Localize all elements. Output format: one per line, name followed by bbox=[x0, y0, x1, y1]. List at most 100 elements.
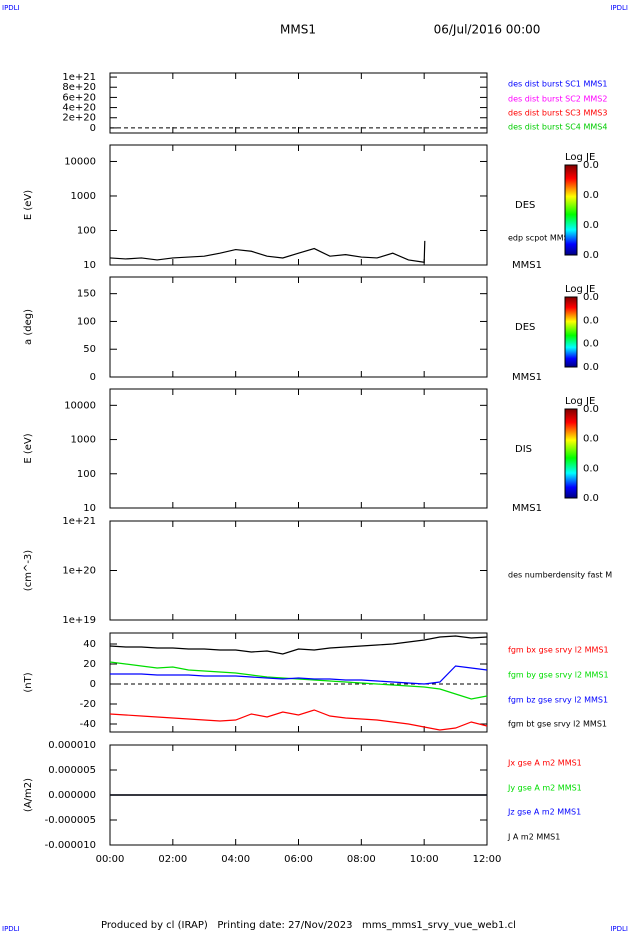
colorbar-label: 0.0 bbox=[583, 434, 599, 445]
y-tick-label: 10000 bbox=[64, 156, 96, 167]
x-tick-label: 10:00 bbox=[410, 854, 439, 865]
y-tick-label: 10000 bbox=[64, 400, 96, 411]
legend-entry: des dist burst SC2 MMS2 bbox=[508, 95, 607, 104]
colorbar bbox=[564, 164, 578, 256]
y-tick-label: 1000 bbox=[71, 435, 96, 446]
series-line bbox=[109, 661, 488, 700]
x-tick-label: 06:00 bbox=[284, 854, 313, 865]
legend-entry: Jz gse A m2 MMS1 bbox=[507, 808, 581, 817]
x-tick-label: 04:00 bbox=[221, 854, 250, 865]
y-tick-label: 50 bbox=[83, 344, 96, 355]
panel-frame bbox=[109, 388, 488, 509]
y-axis-label: (A/m2) bbox=[23, 778, 34, 812]
panel-frame bbox=[109, 520, 488, 621]
colorbar-title: Log JE bbox=[565, 396, 595, 407]
colorbar-label: 0.0 bbox=[583, 404, 599, 415]
series-line bbox=[109, 240, 426, 263]
y-tick-label: 10 bbox=[83, 260, 96, 271]
y-tick-label: 100 bbox=[77, 316, 96, 327]
legend-entry: Jy gse A m2 MMS1 bbox=[507, 784, 582, 793]
x-tick-label: 00:00 bbox=[96, 854, 125, 865]
legend-entry: fgm by gse srvy l2 MMS1 bbox=[508, 671, 609, 680]
side-label: MMS1 bbox=[512, 260, 542, 271]
colorbar-label: 0.0 bbox=[583, 292, 599, 303]
y-tick-label: 8e+20 bbox=[62, 82, 96, 93]
y-tick-label: 1e+21 bbox=[62, 72, 96, 83]
series-line bbox=[110, 665, 488, 685]
y-axis-label: (nT) bbox=[23, 672, 34, 692]
side-label: DES bbox=[515, 322, 535, 333]
y-tick-label: 20 bbox=[83, 659, 96, 670]
y-tick-label: 4e+20 bbox=[62, 103, 96, 114]
y-tick-label: 0 bbox=[90, 372, 96, 383]
y-tick-label: -0.000010 bbox=[45, 840, 96, 851]
colorbar-label: 0.0 bbox=[583, 220, 599, 231]
title: MMS1 bbox=[280, 23, 316, 37]
legend-entry: J A m2 MMS1 bbox=[507, 833, 560, 842]
y-tick-label: 1e+20 bbox=[62, 566, 96, 577]
panel-frame bbox=[109, 72, 488, 134]
legend-entry: fgm bz gse srvy l2 MMS1 bbox=[508, 696, 608, 705]
colorbar-label: 0.0 bbox=[583, 463, 599, 474]
corner-label: IPDLI bbox=[2, 925, 20, 933]
legend-entry: des dist burst SC4 MMS4 bbox=[508, 123, 607, 132]
corner-label: IPDLI bbox=[610, 925, 628, 933]
legend-entry: edp scpot MMS1 bbox=[508, 234, 574, 243]
colorbar-label: 0.0 bbox=[583, 493, 599, 504]
y-tick-label: -40 bbox=[80, 719, 96, 730]
side-label: des numberdensity fast M bbox=[508, 571, 612, 580]
side-label: MMS1 bbox=[512, 372, 542, 383]
colorbar-label: 0.0 bbox=[583, 160, 599, 171]
y-tick-label: 2e+20 bbox=[62, 113, 96, 124]
legend-entry: des dist burst SC1 MMS1 bbox=[508, 80, 607, 89]
corner-label: IPDLI bbox=[2, 4, 20, 12]
colorbar-label: 0.0 bbox=[583, 190, 599, 201]
side-label: MMS1 bbox=[512, 503, 542, 514]
y-tick-label: 0.000000 bbox=[48, 790, 96, 801]
series-line bbox=[109, 709, 488, 731]
legend-entry: fgm bx gse srvy l2 MMS1 bbox=[508, 646, 609, 655]
y-tick-label: 100 bbox=[77, 469, 96, 480]
y-tick-label: 1e+19 bbox=[62, 615, 96, 626]
x-tick-label: 12:00 bbox=[473, 854, 502, 865]
y-tick-label: 100 bbox=[77, 225, 96, 236]
legend-entry: Jx gse A m2 MMS1 bbox=[507, 759, 582, 768]
y-tick-label: 0 bbox=[90, 679, 96, 690]
side-label: DIS bbox=[515, 444, 532, 455]
y-tick-label: 1000 bbox=[71, 191, 96, 202]
y-tick-label: 0.000010 bbox=[48, 740, 96, 751]
y-axis-label: E (eV) bbox=[23, 190, 34, 220]
y-tick-label: -0.000005 bbox=[45, 815, 96, 826]
y-tick-label: 1e+21 bbox=[62, 516, 96, 527]
y-axis-label: (cm^-3) bbox=[23, 550, 34, 591]
legend-entry: fgm bt gse srvy l2 MMS1 bbox=[508, 720, 607, 729]
y-tick-label: 40 bbox=[83, 639, 96, 650]
colorbar-title: Log JE bbox=[565, 284, 595, 295]
colorbar-title: Log JE bbox=[565, 152, 595, 163]
side-label: DES bbox=[515, 200, 535, 211]
panel-frame bbox=[109, 144, 488, 266]
y-tick-label: 150 bbox=[77, 289, 96, 300]
legend-entry: des dist burst SC3 MMS3 bbox=[508, 109, 607, 118]
corner-label: IPDLI bbox=[610, 4, 628, 12]
y-tick-label: 10 bbox=[83, 503, 96, 514]
y-axis-label: E (eV) bbox=[23, 433, 34, 463]
colorbar bbox=[564, 408, 578, 499]
colorbar-label: 0.0 bbox=[583, 339, 599, 350]
y-tick-label: 0 bbox=[90, 123, 96, 134]
footer: Produced by cl (IRAP) Printing date: 27/… bbox=[101, 920, 516, 931]
date: 06/Jul/2016 00:00 bbox=[434, 23, 541, 37]
colorbar-label: 0.0 bbox=[583, 362, 599, 373]
x-tick-label: 08:00 bbox=[347, 854, 376, 865]
y-tick-label: -20 bbox=[80, 699, 96, 710]
colorbar-label: 0.0 bbox=[583, 250, 599, 261]
x-tick-label: 02:00 bbox=[158, 854, 187, 865]
colorbar bbox=[564, 296, 578, 368]
colorbar-label: 0.0 bbox=[583, 315, 599, 326]
series-line bbox=[109, 635, 488, 655]
y-tick-label: 6e+20 bbox=[62, 92, 96, 103]
panel-frame bbox=[109, 276, 488, 378]
y-tick-label: 0.000005 bbox=[48, 765, 96, 776]
y-axis-label: a (deg) bbox=[23, 309, 34, 345]
